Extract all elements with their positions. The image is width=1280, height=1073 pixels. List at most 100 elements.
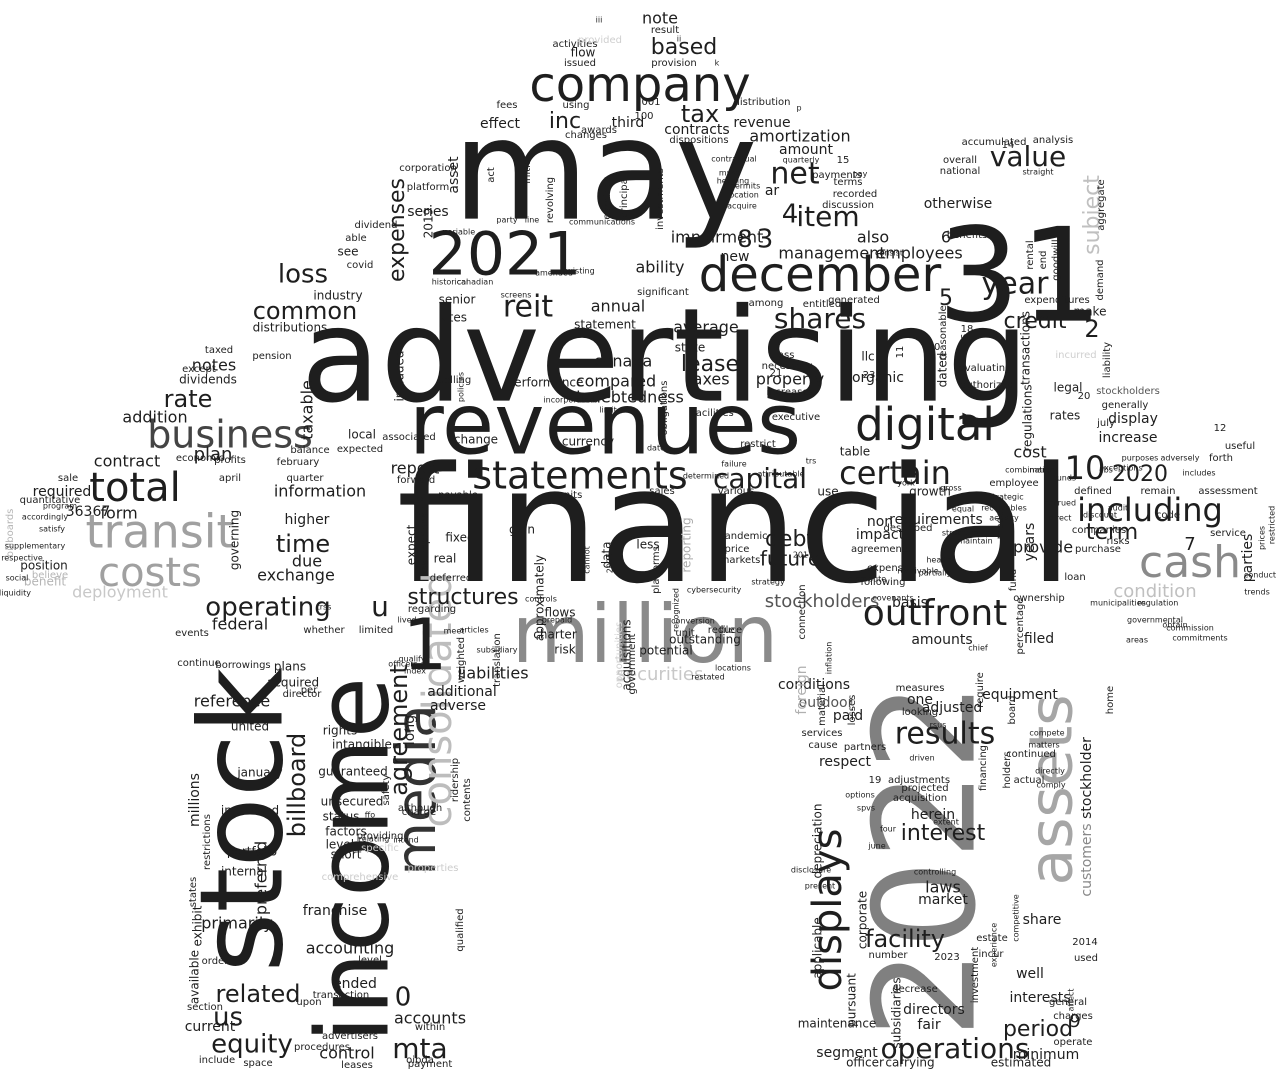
cloud-word: prepaid: [542, 616, 572, 625]
cloud-word: includes: [1182, 469, 1215, 478]
cloud-word: plans: [274, 660, 306, 674]
cloud-word: respect: [819, 754, 872, 770]
cloud-word: structure: [942, 529, 978, 538]
cloud-word: flow: [571, 46, 596, 60]
cloud-word: tax: [681, 100, 719, 128]
cloud-word: rsus: [930, 721, 947, 730]
cloud-word: p: [796, 104, 801, 113]
cloud-word: meet: [444, 627, 465, 636]
cloud-word: series: [407, 204, 448, 220]
cloud-word: prices: [1258, 526, 1267, 550]
cloud-word: generated: [828, 295, 880, 306]
cloud-word: k: [715, 59, 720, 68]
cloud-word: acquisition: [893, 793, 947, 804]
cloud-word: see: [337, 245, 358, 259]
cloud-word: amended: [535, 269, 573, 278]
cloud-word: compared: [576, 372, 656, 391]
cloud-word: require: [975, 672, 986, 708]
cloud-word: taxable: [298, 380, 317, 440]
cloud-word: laws: [925, 878, 961, 897]
cloud-word: flows: [545, 606, 576, 620]
cloud-word: believe: [32, 570, 68, 581]
cloud-word: july: [1096, 418, 1115, 429]
cloud-word: projected: [901, 783, 948, 794]
cloud-word: taxed: [205, 345, 233, 356]
cloud-word: fixed: [445, 531, 474, 545]
cloud-word: platform: [407, 182, 450, 193]
cloud-word: investment: [970, 947, 981, 1004]
cloud-word: gross: [940, 484, 961, 493]
cloud-word: payable: [438, 490, 478, 501]
cloud-word: impairment: [671, 228, 764, 247]
cloud-word: director: [283, 689, 323, 700]
cloud-word: state: [675, 341, 705, 355]
cloud-word: issued: [564, 58, 596, 69]
cloud-word: mta: [392, 1032, 447, 1065]
cloud-word: cash: [1139, 537, 1241, 588]
cloud-word: results: [895, 717, 996, 752]
cloud-word: forward: [397, 475, 435, 486]
cloud-word: upon: [296, 997, 321, 1008]
cloud-word: 2025: [606, 553, 615, 573]
cloud-word: transaction: [313, 990, 370, 1001]
cloud-word: february: [277, 457, 320, 468]
cloud-word: approximately: [533, 555, 547, 641]
cloud-word: balance: [290, 445, 329, 456]
cloud-word: disclosure: [791, 866, 831, 875]
cloud-word: class: [770, 350, 795, 361]
cloud-word: operating: [205, 593, 330, 623]
cloud-word: minimum: [1013, 1047, 1079, 1063]
cloud-word: common: [253, 297, 358, 325]
cloud-word: satisfy: [39, 525, 65, 534]
cloud-word: liability: [1102, 342, 1113, 378]
cloud-word: applicable: [811, 917, 825, 979]
cloud-word: transit: [85, 505, 234, 559]
cloud-word: distribution: [734, 97, 791, 108]
cloud-word: contractual: [711, 155, 756, 164]
cloud-word: procedures: [294, 1042, 350, 1053]
cloud-word: conduct: [1244, 571, 1276, 580]
cloud-word: per: [301, 685, 319, 696]
cloud-word: notes: [192, 356, 236, 375]
cloud-word: income: [294, 677, 411, 1043]
cloud-word: ended: [333, 976, 377, 992]
cloud-word: combination: [1005, 466, 1055, 475]
cloud-word: acquired: [267, 676, 319, 690]
cloud-word: included: [393, 350, 407, 401]
cloud-word: ability: [635, 258, 684, 277]
cloud-word: lived: [397, 616, 416, 625]
cloud-word: gain: [509, 523, 535, 537]
cloud-word: new: [721, 249, 750, 265]
cloud-word: governmental: [1127, 616, 1183, 625]
cloud-word: subsidiaries: [890, 977, 904, 1048]
cloud-word: amount: [779, 142, 834, 158]
cloud-word: quantitative: [20, 495, 81, 506]
cloud-word: index: [404, 667, 426, 676]
cloud-word: federal: [212, 615, 268, 634]
cloud-word: net: [770, 157, 819, 192]
cloud-word: report: [391, 459, 440, 478]
cloud-word: strategy: [751, 578, 785, 587]
cloud-word: 8: [737, 225, 752, 253]
cloud-word: actual: [1014, 775, 1045, 786]
cloud-word: payment: [408, 1059, 453, 1070]
cloud-word: operate: [1054, 1037, 1093, 1048]
cloud-word: communications: [569, 218, 635, 227]
cloud-word: benefits: [947, 230, 987, 241]
cloud-word: borrowings: [215, 660, 270, 671]
cloud-word: government: [627, 633, 638, 694]
cloud-word: property: [756, 370, 825, 389]
cloud-word: continue: [177, 658, 220, 669]
cloud-word: 9: [1069, 1011, 1080, 1032]
cloud-word: program: [43, 502, 77, 511]
cloud-word: interest: [901, 821, 986, 846]
cloud-word: officers: [388, 660, 417, 669]
cloud-word: social: [6, 574, 29, 583]
cloud-word: taxes: [686, 370, 729, 389]
cloud-word: dispositions: [669, 135, 728, 146]
cloud-word: rates: [1050, 409, 1081, 423]
cloud-word: securities: [617, 664, 704, 685]
cloud-word: 36367: [66, 504, 111, 520]
cloud-word: rights: [323, 724, 357, 738]
cloud-word: services: [801, 728, 842, 739]
